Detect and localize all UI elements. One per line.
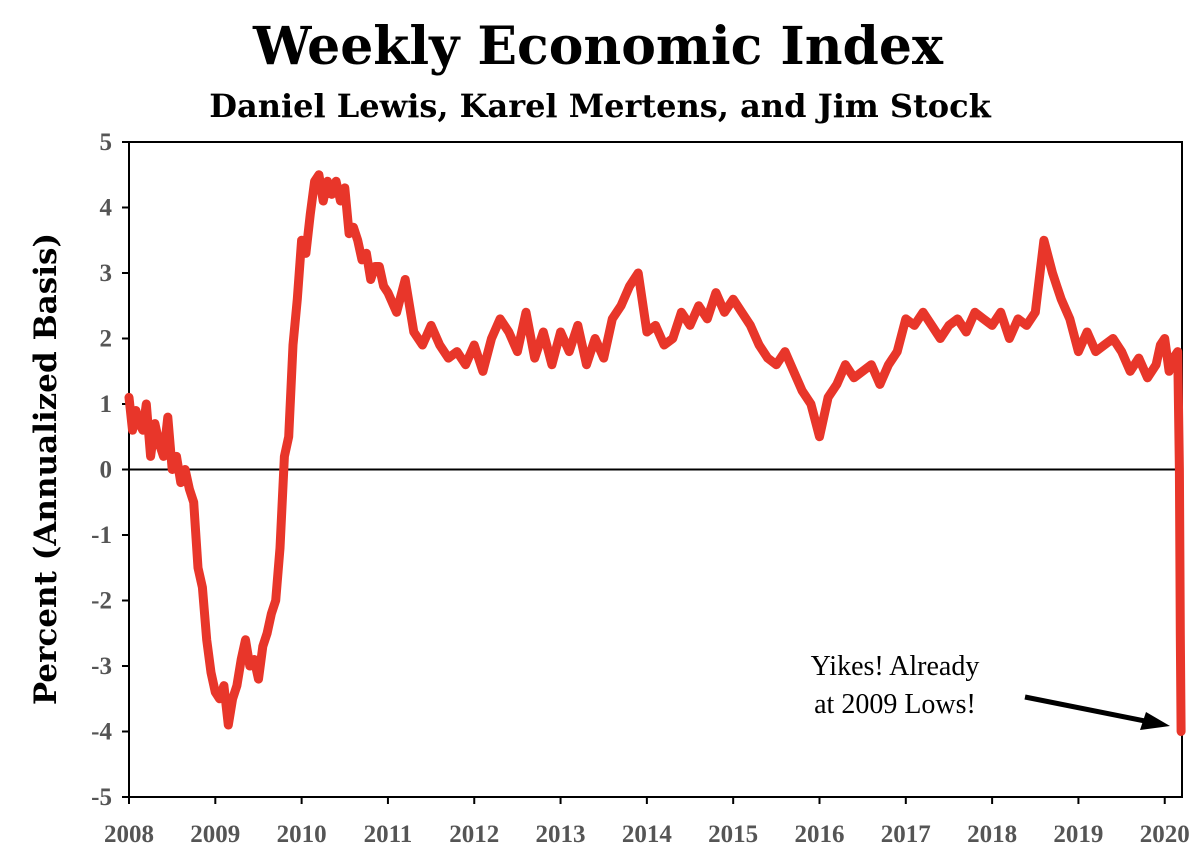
x-tick-label: 2014 [622, 821, 673, 848]
annotation-arrow [1024, 694, 1170, 730]
y-tick-label: -2 [91, 588, 112, 615]
y-tick-label: -4 [91, 719, 112, 746]
x-tick-label: 2010 [277, 821, 327, 848]
x-tick-label: 2013 [536, 821, 586, 848]
x-tick-label: 2018 [967, 821, 1017, 848]
y-tick-label: 0 [100, 457, 113, 484]
x-tick-label: 2008 [104, 821, 154, 848]
annotation-line-2: at 2009 Lows! [814, 689, 976, 720]
x-tick-label: 2016 [794, 821, 844, 848]
chart-subtitle: Daniel Lewis, Karel Mertens, and Jim Sto… [209, 87, 991, 125]
x-tick-label: 2011 [364, 821, 413, 848]
y-axis-ticks: 5 4 3 2 1 0 -1 -2 -3 -4 -5 [91, 129, 129, 811]
series-line-weekly-economic-index [124, 170, 1186, 736]
y-tick-label: 1 [100, 391, 113, 418]
x-axis-ticks: 2008 2009 2010 2011 2012 2013 2014 2015 2016 2017… [104, 797, 1190, 848]
y-tick-label: 2 [100, 326, 113, 353]
chart-title: Weekly Economic Index [252, 16, 944, 77]
y-tick-label: -1 [91, 522, 112, 549]
y-tick-label: -3 [91, 653, 112, 680]
y-axis-label: Percent (Annualized Basis) [28, 233, 64, 705]
annotation-line-1: Yikes! Already [811, 651, 980, 682]
x-tick-label: 2015 [708, 821, 758, 848]
y-tick-label: 4 [100, 195, 113, 222]
x-tick-label: 2009 [190, 821, 240, 848]
y-tick-label: 5 [100, 129, 113, 156]
x-tick-label: 2012 [449, 821, 499, 848]
x-tick-label: 2017 [881, 821, 931, 848]
y-tick-label: -5 [91, 784, 112, 811]
x-tick-label: 2020 [1140, 821, 1190, 848]
x-tick-label: 2019 [1053, 821, 1103, 848]
y-tick-label: 3 [100, 260, 113, 287]
